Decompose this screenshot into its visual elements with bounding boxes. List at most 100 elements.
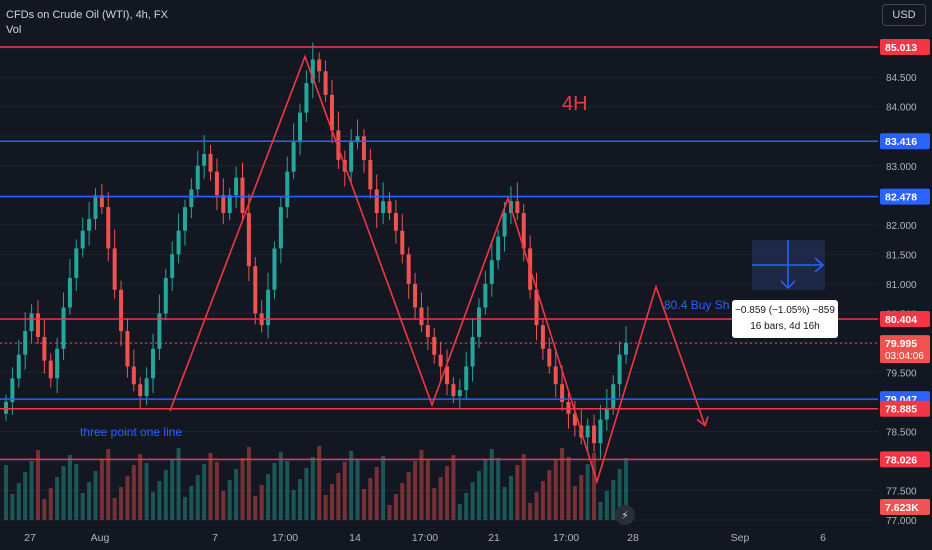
candle-body xyxy=(540,325,545,349)
volume-bar xyxy=(515,465,520,520)
candle-body xyxy=(406,254,411,284)
time-tick-label: Sep xyxy=(731,532,750,544)
time-tick-label: 6 xyxy=(820,532,826,544)
candle-body xyxy=(310,59,315,84)
candle-body xyxy=(604,407,609,420)
time-axis-background xyxy=(0,526,932,550)
candle-body xyxy=(266,289,271,326)
volume-bar xyxy=(349,451,354,520)
volume-bar xyxy=(74,464,79,520)
volume-bar xyxy=(23,472,28,520)
candle-body xyxy=(368,159,373,190)
volume-indicator-label: Vol xyxy=(6,24,22,36)
volume-bar xyxy=(611,480,616,520)
candle-body xyxy=(547,348,552,367)
level-price-label: 78.885 xyxy=(885,404,917,416)
candle-body xyxy=(585,425,590,438)
candle-body xyxy=(624,342,628,355)
candle-body xyxy=(246,213,251,267)
volume-bar xyxy=(119,487,124,520)
volume-bar xyxy=(125,476,130,520)
volume-bar xyxy=(253,496,258,520)
candle-body xyxy=(189,189,194,208)
volume-bar xyxy=(278,452,283,520)
candle-body xyxy=(336,130,341,160)
candle-body xyxy=(93,195,98,219)
symbol-title: CFDs on Crude Oil (WTI), 4h, FX xyxy=(6,9,168,21)
volume-bar xyxy=(35,450,40,520)
candle-body xyxy=(560,384,565,402)
price-tick-label: 78.500 xyxy=(886,427,917,438)
lightning-icon[interactable]: ⚡ xyxy=(615,505,635,525)
candle-body xyxy=(35,313,40,337)
volume-bar xyxy=(99,460,104,520)
candle-body xyxy=(445,366,450,385)
price-tick-label: 81.000 xyxy=(886,280,917,291)
volume-bar xyxy=(624,458,628,520)
candle-body xyxy=(515,201,520,214)
volume-bar xyxy=(163,470,168,520)
chart-legend: CFDs on Crude Oil (WTI), 4h, FX Vol xyxy=(6,8,168,38)
trendline-label: three point one line xyxy=(80,425,182,439)
candle-body xyxy=(598,419,603,444)
candle-body xyxy=(112,248,117,290)
measure-change: −0.859 (−1.05%) −859 xyxy=(735,305,835,316)
long-position-tool[interactable] xyxy=(752,240,825,290)
volume-bar xyxy=(87,482,92,520)
candle-body xyxy=(317,59,322,72)
volume-bar xyxy=(29,461,34,520)
price-tick-label: 84.500 xyxy=(886,73,917,84)
candle-body xyxy=(323,71,328,95)
volume-bar xyxy=(304,468,309,520)
volume-bar xyxy=(528,503,533,520)
volume-bar xyxy=(496,458,501,520)
volume-bar xyxy=(227,480,232,520)
currency-button[interactable]: USD xyxy=(882,4,926,26)
price-tick-label: 77.500 xyxy=(886,486,917,497)
candle-body xyxy=(496,236,501,261)
candle-body xyxy=(566,401,571,414)
volume-bar xyxy=(61,466,66,520)
candle-body xyxy=(170,254,175,278)
candle-body xyxy=(304,83,309,113)
volume-bar xyxy=(553,459,558,520)
candle-body xyxy=(208,153,213,172)
candle-body xyxy=(572,413,577,426)
candle-body xyxy=(361,136,366,160)
candle-body xyxy=(521,213,526,249)
candle-body xyxy=(374,189,379,214)
time-tick-label: 27 xyxy=(24,532,36,544)
candle-body xyxy=(151,348,156,379)
volume-bar xyxy=(310,457,315,520)
candle-body xyxy=(438,354,443,367)
candle-body xyxy=(419,307,424,326)
candle-body xyxy=(502,213,507,237)
candle-body xyxy=(144,378,149,397)
candle-body xyxy=(291,142,296,172)
volume-bar xyxy=(374,467,379,520)
candle-body xyxy=(182,207,187,231)
last-price-label: 79.995 xyxy=(885,338,917,350)
volume-bar xyxy=(560,448,565,520)
volume-bar xyxy=(521,454,526,520)
candle-body xyxy=(534,289,539,326)
volume-bar xyxy=(131,465,136,520)
candle-body xyxy=(10,378,15,402)
volume-bar xyxy=(361,489,366,520)
candle-body xyxy=(214,171,219,196)
price-tick-label: 82.000 xyxy=(886,221,917,232)
volume-bar xyxy=(540,481,545,520)
time-tick-label: 17:00 xyxy=(553,532,579,544)
candle-body xyxy=(138,384,143,397)
volume-bar xyxy=(592,453,597,520)
volume-bar xyxy=(272,463,277,520)
arrow-head xyxy=(696,416,709,427)
volume-bar xyxy=(189,486,194,520)
volume-bar xyxy=(604,491,609,520)
volume-bar xyxy=(400,483,405,520)
candle-body xyxy=(349,142,354,172)
volume-bar xyxy=(151,492,156,520)
level-price-label: 85.013 xyxy=(885,42,917,54)
volume-bar xyxy=(508,476,513,520)
